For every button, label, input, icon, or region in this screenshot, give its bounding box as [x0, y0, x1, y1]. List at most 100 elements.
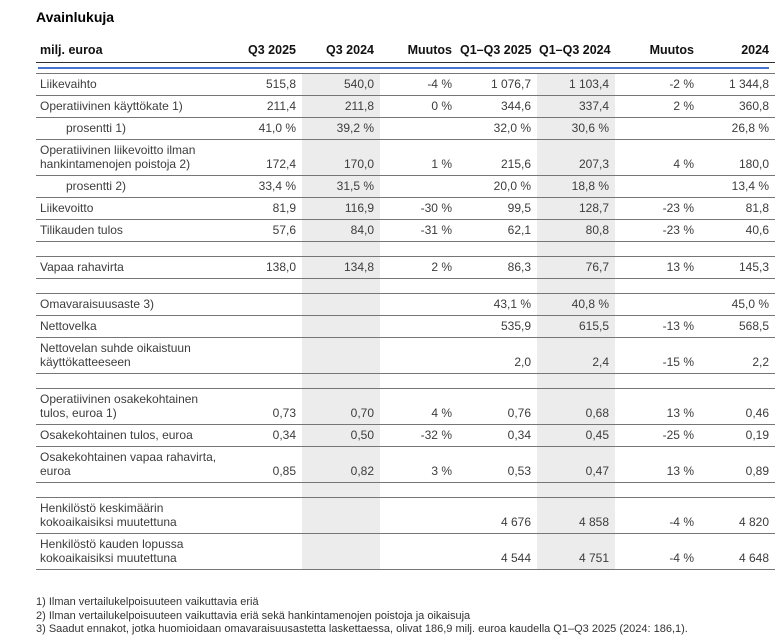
cell-value: -31 %: [380, 219, 458, 242]
cell-value: [302, 533, 380, 570]
row-label: Operatiivinen liikevoitto ilman hankinta…: [36, 139, 223, 176]
cell-value: 0,89: [700, 446, 775, 483]
cell-value: 568,5: [700, 315, 775, 338]
cell-value: [380, 533, 458, 570]
cell-value: [380, 315, 458, 338]
spacer-cell: [36, 373, 223, 389]
row-label: Osakekohtainen vapaa rahavirta, euroa: [36, 446, 223, 483]
cell-value: -15 %: [615, 337, 700, 374]
header-accent-bar: [38, 67, 769, 69]
spacer-cell: [302, 482, 380, 498]
footnote: 2) Ilman vertailukelpoisuuteen vaikuttav…: [36, 609, 471, 622]
cell-value: 2 %: [615, 95, 700, 118]
cell-value: 84,0: [302, 219, 380, 242]
row-label: Osakekohtainen tulos, euroa: [36, 424, 223, 447]
cell-value: [223, 497, 302, 534]
spacer-cell: [615, 241, 700, 257]
row-label: Tilikauden tulos: [36, 219, 223, 242]
row-label: Omavaraisuusaste 3): [36, 293, 223, 316]
cell-value: 0,70: [302, 388, 380, 425]
row-label: prosentti 1): [36, 117, 223, 140]
spacer-row: [36, 241, 775, 257]
cell-value: 0,34: [223, 424, 302, 447]
spacer-cell: [458, 482, 537, 498]
cell-value: 4 648: [700, 533, 775, 570]
cell-value: 0,53: [458, 446, 537, 483]
cell-value: -25 %: [615, 424, 700, 447]
table-row: prosentti 2) 33,4 % 31,5 % 20,0 % 18,8 % 13,4…: [36, 175, 775, 198]
spacer-cell: [700, 373, 775, 389]
spacer-row: [36, 482, 775, 498]
cell-value: 360,8: [700, 95, 775, 118]
table-row: Nettovelan suhde oikaistuun käyttökattee…: [36, 337, 775, 374]
cell-value: 2,0: [458, 337, 537, 374]
cell-value: 40,8 %: [537, 293, 615, 316]
cell-value: 134,8: [302, 256, 380, 279]
spacer-cell: [615, 373, 700, 389]
cell-value: -4 %: [380, 73, 458, 96]
footnotes: 1) Ilman vertailukelpoisuuteen vaikuttav…: [36, 596, 775, 637]
spacer-cell: [302, 373, 380, 389]
header-accent-row: [36, 62, 775, 74]
cell-value: 45,0 %: [700, 293, 775, 316]
cell-value: [302, 293, 380, 316]
column-header-1: Q3 2025: [223, 38, 302, 63]
spacer-cell: [615, 278, 700, 294]
cell-value: 344,6: [458, 95, 537, 118]
row-label: Henkilöstö keskimäärin kokoaikaisiksi mu…: [36, 497, 223, 534]
cell-value: 40,6: [700, 219, 775, 242]
cell-value: 39,2 %: [302, 117, 380, 140]
cell-value: 4 544: [458, 533, 537, 570]
cell-value: 4 751: [537, 533, 615, 570]
cell-value: 0,47: [537, 446, 615, 483]
column-header-2: Q3 2024: [302, 38, 380, 63]
header-accent-cell: [36, 62, 775, 74]
table-row: Operatiivinen käyttökate 1) 211,4 211,8 0 %…: [36, 95, 775, 118]
cell-value: 13 %: [615, 388, 700, 425]
spacer-cell: [700, 241, 775, 257]
spacer-cell: [458, 241, 537, 257]
cell-value: 180,0: [700, 139, 775, 176]
spacer-cell: [700, 482, 775, 498]
cell-value: 0,34: [458, 424, 537, 447]
spacer-cell: [537, 373, 615, 389]
column-header-4: Q1–Q3 2025: [458, 38, 537, 63]
table-row: Vapaa rahavirta 138,0 134,8 2 % 86,3 76,7 13 %…: [36, 256, 775, 279]
cell-value: [380, 337, 458, 374]
cell-value: 43,1 %: [458, 293, 537, 316]
spacer-cell: [537, 482, 615, 498]
footnote: 3) Saadut ennakot, jotka huomioidaan oma…: [36, 623, 688, 635]
cell-value: 0 %: [380, 95, 458, 118]
table-row: Henkilöstö kauden lopussa kokoaikaisiksi…: [36, 533, 775, 570]
spacer-cell: [380, 373, 458, 389]
cell-value: -30 %: [380, 197, 458, 220]
spacer-cell: [700, 278, 775, 294]
cell-value: 81,9: [223, 197, 302, 220]
table-row: Nettovelka 535,9 615,5 -13 % 568,5: [36, 315, 775, 338]
cell-value: 81,8: [700, 197, 775, 220]
cell-value: [223, 337, 302, 374]
cell-value: [380, 293, 458, 316]
cell-value: 0,50: [302, 424, 380, 447]
cell-value: 0,19: [700, 424, 775, 447]
cell-value: 3 %: [380, 446, 458, 483]
cell-value: 215,6: [458, 139, 537, 176]
cell-value: 62,1: [458, 219, 537, 242]
spacer-cell: [223, 278, 302, 294]
cell-value: -13 %: [615, 315, 700, 338]
cell-value: 128,7: [537, 197, 615, 220]
cell-value: [302, 497, 380, 534]
header-row: milj. euroa Q3 2025 Q3 2024 Muutos Q1–Q3 202…: [36, 38, 775, 63]
cell-value: 30,6 %: [537, 117, 615, 140]
row-label: Liikevoitto: [36, 197, 223, 220]
cell-value: [223, 533, 302, 570]
cell-value: 211,4: [223, 95, 302, 118]
cell-value: 0,68: [537, 388, 615, 425]
cell-value: 2,4: [537, 337, 615, 374]
cell-value: 172,4: [223, 139, 302, 176]
cell-value: 4 %: [380, 388, 458, 425]
cell-value: 32,0 %: [458, 117, 537, 140]
cell-value: [615, 293, 700, 316]
cell-value: 615,5: [537, 315, 615, 338]
